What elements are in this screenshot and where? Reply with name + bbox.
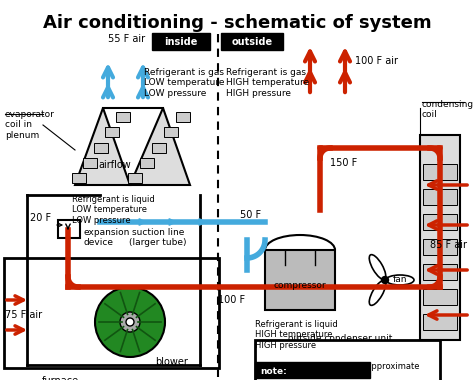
Bar (140, 158, 154, 168)
Bar (128, 173, 142, 183)
Bar (423, 189, 457, 205)
Text: outside: outside (231, 37, 273, 47)
Text: 50 F: 50 F (240, 210, 261, 220)
Polygon shape (75, 108, 130, 185)
Text: note:: note: (260, 367, 287, 377)
Bar (221, 33, 283, 50)
Bar (176, 112, 190, 122)
Bar (420, 135, 460, 340)
Text: furnace: furnace (41, 376, 79, 380)
Text: 85 F air: 85 F air (430, 240, 467, 250)
Bar (83, 158, 98, 168)
Text: condensing
coil: condensing coil (422, 100, 474, 119)
Bar (423, 239, 457, 255)
Text: airflow: airflow (99, 160, 131, 170)
Text: Refrigerant is gas
HIGH temperature
HIGH pressure: Refrigerant is gas HIGH temperature HIGH… (226, 68, 309, 98)
Bar (106, 127, 119, 137)
Bar (423, 289, 457, 305)
Text: expansion
device: expansion device (84, 228, 130, 247)
Bar (423, 264, 457, 280)
Bar (423, 164, 457, 180)
Text: suction line
(larger tube): suction line (larger tube) (129, 228, 187, 247)
Text: Refrigerant is liquid
HIGH temperature
HIGH pressure: Refrigerant is liquid HIGH temperature H… (255, 320, 338, 350)
Text: outside condenser unit: outside condenser unit (288, 334, 392, 343)
Bar (58, 220, 80, 238)
Circle shape (95, 287, 165, 357)
Text: Air conditioning - schematic of system: Air conditioning - schematic of system (43, 14, 431, 32)
Bar (4, 258, 219, 368)
Text: blower: blower (155, 357, 188, 367)
Bar (265, 250, 335, 310)
Text: 20 F: 20 F (30, 213, 51, 223)
Circle shape (126, 318, 134, 326)
Text: 150 F: 150 F (330, 158, 357, 168)
Bar (423, 314, 457, 330)
Text: 100 F: 100 F (218, 295, 245, 305)
Bar (164, 127, 178, 137)
Text: Refrigerant is liquid
LOW temperature
LOW pressure: Refrigerant is liquid LOW temperature LO… (72, 195, 155, 225)
Text: 55 F air: 55 F air (109, 34, 146, 44)
Bar (255, 362, 370, 378)
Text: fan: fan (393, 276, 408, 285)
Text: inside: inside (164, 37, 198, 47)
Text: 75 F air: 75 F air (5, 310, 42, 320)
Bar (117, 112, 130, 122)
Text: evaporator
coil in
plenum: evaporator coil in plenum (5, 110, 55, 140)
Text: Refrigerant is gas
LOW temperature
LOW pressure: Refrigerant is gas LOW temperature LOW p… (144, 68, 225, 98)
Circle shape (382, 277, 389, 283)
Bar (152, 33, 210, 50)
Bar (423, 214, 457, 230)
Text: compressor: compressor (273, 280, 326, 290)
Bar (94, 142, 109, 152)
Text: temperatures shown are approximate: temperatures shown are approximate (260, 362, 419, 371)
Bar (73, 173, 86, 183)
Polygon shape (130, 108, 190, 185)
Text: 100 F air: 100 F air (355, 56, 398, 66)
Bar (152, 142, 166, 152)
Bar (255, 340, 440, 380)
Circle shape (120, 312, 140, 332)
